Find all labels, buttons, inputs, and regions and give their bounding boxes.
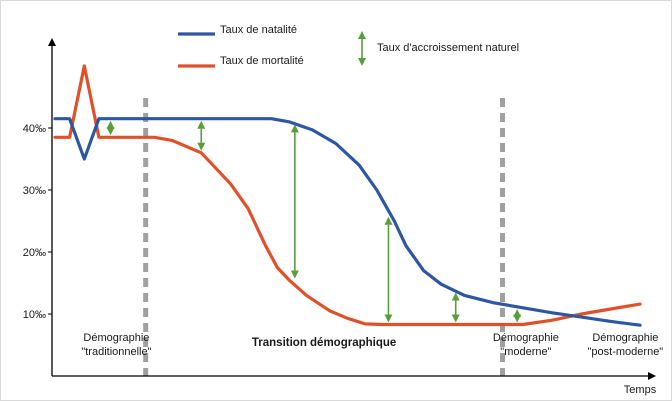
legend-birth-label: Taux de natalité bbox=[220, 24, 297, 36]
phase-label-line: "moderne" bbox=[500, 346, 551, 358]
phase-label-line: Démographie bbox=[493, 332, 559, 344]
natural-growth-arrow bbox=[451, 292, 460, 323]
natural-growth-arrow bbox=[197, 120, 206, 151]
growth-arrow-head-up bbox=[106, 120, 115, 129]
growth-arrow-head-up bbox=[384, 216, 393, 225]
legend-growth-label: Taux d'accroissement naturel bbox=[377, 42, 519, 54]
legend-death-label: Taux de mortalité bbox=[220, 55, 304, 67]
phase-label: Transition démographique bbox=[252, 337, 396, 349]
phase-label-line: Transition démographique bbox=[252, 337, 396, 349]
phase-label: Démographie "post-moderne" bbox=[588, 332, 664, 358]
x-axis-label: Temps bbox=[624, 384, 657, 396]
growth-arrow-head-down bbox=[290, 270, 299, 279]
natural-growth-arrow bbox=[290, 124, 299, 279]
growth-arrow-head-down bbox=[451, 314, 460, 323]
natural-growth-arrow bbox=[513, 309, 522, 323]
phase-label-line: Démographie bbox=[83, 332, 149, 344]
phase-label-line: Démographie bbox=[592, 332, 658, 344]
growth-arrow-head-up bbox=[358, 31, 366, 39]
y-tick-label: 20‰ bbox=[23, 247, 46, 259]
y-tick-label: 10‰ bbox=[23, 309, 46, 321]
growth-arrow-head-down bbox=[358, 58, 366, 66]
death-rate-line bbox=[53, 64, 642, 327]
phase-label: Démographie "traditionnelle" bbox=[81, 332, 151, 358]
growth-arrow-head-down bbox=[384, 314, 393, 323]
natural-growth-arrow bbox=[384, 216, 393, 323]
phase-label-line: "post-moderne" bbox=[588, 346, 664, 358]
natural-growth-arrow bbox=[106, 120, 115, 136]
legend-growth-arrow bbox=[358, 31, 366, 66]
growth-arrow-head-up bbox=[290, 124, 299, 133]
growth-arrow-head-up bbox=[451, 292, 460, 301]
growth-arrow-head-down bbox=[197, 142, 206, 151]
birth-rate-line bbox=[53, 117, 642, 327]
growth-arrow-head-down bbox=[106, 127, 115, 136]
growth-arrow-head-up bbox=[197, 120, 206, 129]
growth-arrow-head-down bbox=[513, 314, 522, 323]
phase-label: Démographie "moderne" bbox=[493, 332, 559, 358]
y-tick-label: 40‰ bbox=[23, 123, 46, 135]
phase-label-line: "traditionnelle" bbox=[81, 346, 151, 358]
y-tick-label: 30‰ bbox=[23, 185, 46, 197]
